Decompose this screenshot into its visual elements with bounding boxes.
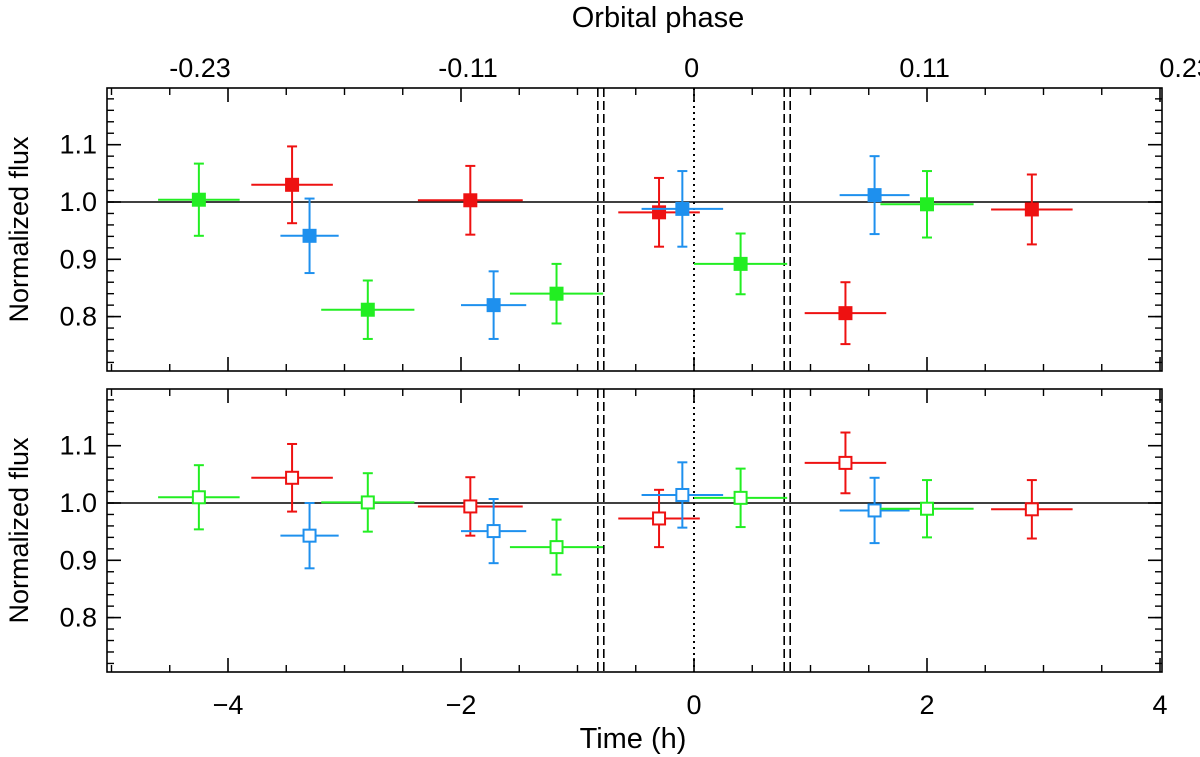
x-tick-labels: −4 −2 0 2 4 [213, 690, 1168, 720]
data-point-blue [675, 201, 690, 216]
data-point-red [1024, 202, 1039, 217]
x-tick-label: −4 [213, 690, 244, 720]
data-point-blue [867, 188, 882, 203]
y-axis-title: Normalized flux [4, 437, 34, 624]
data-point-blue [302, 528, 317, 543]
y-tick-label: 1.1 [59, 431, 97, 461]
top-axis-title: Orbital phase [572, 2, 745, 34]
data-point-blue [867, 503, 882, 518]
y-tick-label: 0.9 [59, 545, 97, 575]
data-point-blue [486, 298, 501, 313]
y-tick-label: 1.1 [59, 130, 97, 160]
data-point-red [1024, 502, 1039, 517]
x-tick-label: 2 [919, 690, 934, 720]
data-point-green [191, 490, 206, 505]
x-axis-title: Time (h) [580, 723, 687, 755]
x-tick-label: −2 [446, 690, 477, 720]
data-point-red [285, 177, 300, 192]
x-tick-label: 0 [686, 690, 701, 720]
plot-frame [106, 87, 1163, 372]
y-tick-label: 0.8 [59, 603, 97, 633]
data-point-green [733, 490, 748, 505]
top-tick-label: 0.11 [899, 53, 950, 83]
top-tick-label: 0 [684, 53, 699, 83]
data-point-green [549, 286, 564, 301]
data-point-blue [486, 524, 501, 539]
data-point-green [920, 501, 934, 516]
data-points [158, 431, 1073, 576]
data-point-red [652, 205, 667, 220]
data-point-blue [675, 487, 690, 502]
y-tick-label: 1.0 [59, 187, 97, 217]
top-tick-label: 0.23 [1159, 53, 1200, 83]
x-tick-label: 4 [1152, 690, 1167, 720]
bottom-panel: 0.8 0.9 1.0 1.1 Normalized flux [4, 388, 1163, 673]
data-point-green [360, 495, 375, 510]
data-point-red [838, 455, 853, 470]
top-panel: 0.8 0.9 1.0 1.1 Normalized flux [4, 87, 1163, 372]
data-point-blue [302, 228, 317, 243]
data-point-green [360, 302, 375, 317]
data-point-green [191, 192, 206, 207]
data-point-green [920, 197, 934, 212]
data-point-red [838, 306, 853, 321]
data-point-red [463, 499, 478, 514]
y-tick-label: 0.8 [59, 302, 97, 332]
data-points [158, 145, 1073, 346]
data-point-green [733, 256, 748, 271]
plot-frame [106, 388, 1163, 673]
y-axis-title: Normalized flux [4, 136, 34, 323]
data-point-red [652, 511, 667, 526]
top-tick-labels: -0.23 -0.11 0 0.11 0.23 [169, 53, 1200, 83]
y-tick-label: 1.0 [59, 488, 97, 518]
y-tick-label: 0.9 [59, 244, 97, 274]
top-tick-label: -0.23 [169, 53, 231, 83]
top-tick-label: -0.11 [438, 53, 498, 83]
data-point-red [463, 193, 478, 208]
data-point-red [285, 470, 300, 485]
data-point-green [549, 540, 564, 555]
